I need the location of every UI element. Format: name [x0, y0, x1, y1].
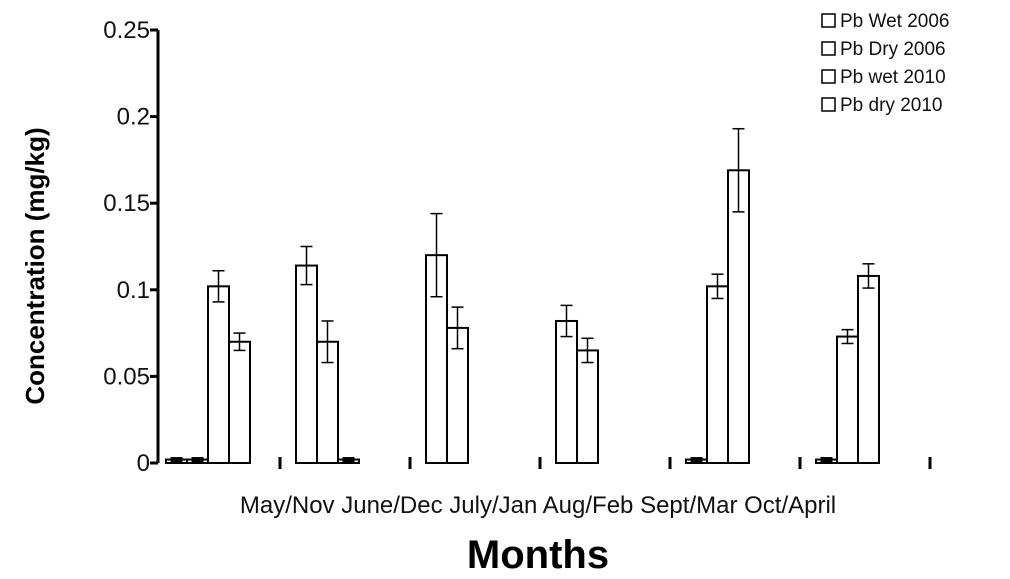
y-tick-label: 0.2 [117, 104, 150, 131]
legend-swatch [821, 41, 836, 56]
bar-2-4 [576, 349, 599, 465]
y-tick-label: 0.05 [103, 363, 150, 390]
y-tick-labels: 0 0.05 0.1 0.15 0.2 0.25 [103, 17, 150, 477]
x-category-label: May/Nov [240, 492, 341, 519]
bar-1-4 [555, 319, 578, 465]
legend-label: Pb dry 2010 [840, 95, 942, 116]
bar-1-2 [295, 264, 318, 464]
y-axis-title: Concentration (mg/kg) [20, 127, 50, 404]
legend-swatch [821, 69, 836, 84]
x-category-label: Oct/April [744, 492, 836, 519]
legend-label: Pb Dry 2006 [840, 39, 946, 60]
x-category-labels: May/Nov June/Dec July/Jan Aug/Feb Sept/M… [240, 492, 836, 519]
legend-label: Pb Wet 2006 [840, 11, 950, 32]
bar-3-5 [727, 169, 750, 465]
y-tick-label: 0 [137, 450, 150, 477]
bar-2-6 [836, 335, 859, 464]
bars-layer [165, 127, 880, 465]
y-tick-label: 0.1 [117, 277, 150, 304]
axes [150, 28, 932, 469]
bar-2-5 [706, 285, 729, 464]
y-tick-label: 0.15 [103, 190, 150, 217]
legend-swatch [821, 97, 836, 112]
x-category-label: Aug/Feb [543, 492, 640, 519]
x-category-label: June/Dec [341, 492, 449, 519]
bar-3-6 [857, 274, 880, 464]
bar-3-1 [207, 285, 230, 464]
legend: Pb Wet 2006 Pb Dry 2006 Pb wet 2010 Pb dry … [821, 11, 950, 116]
x-axis-title: Months [467, 533, 609, 577]
x-category-labels-row: May/Nov June/Dec July/Jan Aug/Feb Sept/M… [240, 492, 836, 519]
legend-swatch [821, 13, 836, 28]
x-category-label: July/Jan [449, 492, 542, 519]
x-category-label: Sept/Mar [640, 492, 744, 519]
legend-label: Pb wet 2010 [840, 67, 946, 88]
bar-4-1 [228, 340, 251, 465]
y-tick-label: 0.25 [103, 17, 150, 44]
